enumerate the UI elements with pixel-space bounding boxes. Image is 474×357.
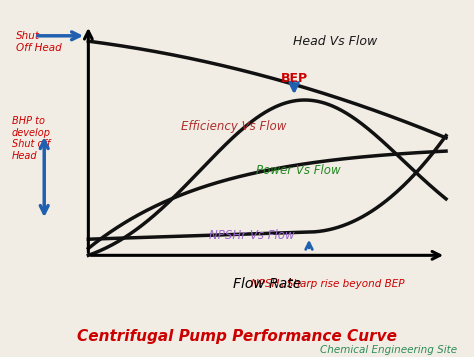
Text: NPSHr Vs Flow: NPSHr Vs Flow	[209, 229, 295, 242]
Text: Flow Rate: Flow Rate	[233, 277, 301, 291]
Text: Centrifugal Pump Performance Curve: Centrifugal Pump Performance Curve	[77, 329, 397, 344]
Text: Power Vs Flow: Power Vs Flow	[255, 164, 340, 177]
Text: Chemical Engineering Site: Chemical Engineering Site	[320, 346, 457, 356]
Text: NPSHₐ Sharp rise beyond BEP: NPSHₐ Sharp rise beyond BEP	[251, 280, 404, 290]
Text: Head Vs Flow: Head Vs Flow	[293, 35, 377, 49]
Text: Efficiency Vs Flow: Efficiency Vs Flow	[181, 120, 287, 133]
Text: Shut
Off Head: Shut Off Head	[16, 31, 62, 53]
Text: BHP to
develop
Shut off
Head: BHP to develop Shut off Head	[12, 116, 51, 161]
Text: BEP: BEP	[281, 72, 308, 85]
